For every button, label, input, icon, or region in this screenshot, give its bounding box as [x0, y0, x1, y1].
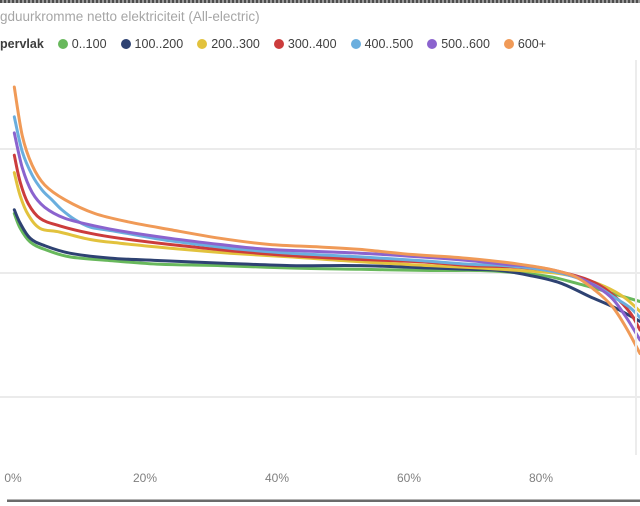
legend-item-600-[interactable]: 600+	[503, 37, 547, 51]
legend-item-300-400[interactable]: 300..400	[273, 37, 337, 51]
legend-item-400-500[interactable]: 400..500	[350, 37, 414, 51]
legend: pervlak 0..100 100..200 200..300 300..400 40…	[0, 36, 636, 52]
legend-swatch-icon	[427, 39, 438, 49]
x-axis-tick-label: 0%	[4, 471, 22, 485]
legend-item-500-600[interactable]: 500..600	[427, 37, 490, 51]
legend-item-100-200[interactable]: 100..200	[120, 37, 184, 51]
x-axis-tick-label: 60%	[396, 471, 422, 485]
series-line-100-200	[12, 208, 640, 323]
x-axis-tick-label: 80%	[528, 471, 554, 485]
legend-item-label: 500..600	[441, 37, 490, 51]
legend-swatch-icon	[120, 39, 131, 49]
legend-item-label: 100..200	[134, 37, 184, 51]
legend-swatch-icon	[197, 39, 208, 49]
legend-swatch-icon	[273, 39, 284, 49]
series-line-600-	[12, 85, 640, 356]
legend-item-label: 300..400	[287, 37, 337, 51]
series-line-500-600	[12, 131, 640, 342]
legend-swatch-icon	[57, 39, 68, 49]
legend-item-label: 200..300	[211, 37, 260, 51]
x-axis-tick-label: 40%	[264, 471, 290, 485]
x-axis: 0% 20% 40% 60% 80%	[0, 471, 640, 487]
legend-item-200-300[interactable]: 200..300	[197, 37, 260, 51]
chart-title: gduurkromme netto elektriciteit (All-ele…	[0, 9, 260, 24]
legend-title: pervlak	[0, 37, 44, 51]
series-line-300-400	[12, 153, 640, 332]
window-top-border	[0, 0, 640, 3]
legend-item-label: 400..500	[364, 37, 414, 51]
window-bottom-border	[7, 499, 640, 502]
legend-swatch-icon	[503, 39, 514, 49]
legend-item-0-100[interactable]: 0..100	[57, 37, 107, 51]
legend-item-label: 600+	[517, 37, 547, 51]
legend-items: 0..100 100..200 200..300 300..400 400..500 50…	[57, 37, 547, 51]
series-line-0-100	[12, 212, 640, 303]
x-axis-tick-label: 20%	[132, 471, 158, 485]
legend-item-label: 0..100	[71, 37, 107, 51]
series-line-200-300	[12, 171, 640, 313]
plot-right-divider	[635, 60, 637, 455]
legend-swatch-icon	[350, 39, 361, 49]
